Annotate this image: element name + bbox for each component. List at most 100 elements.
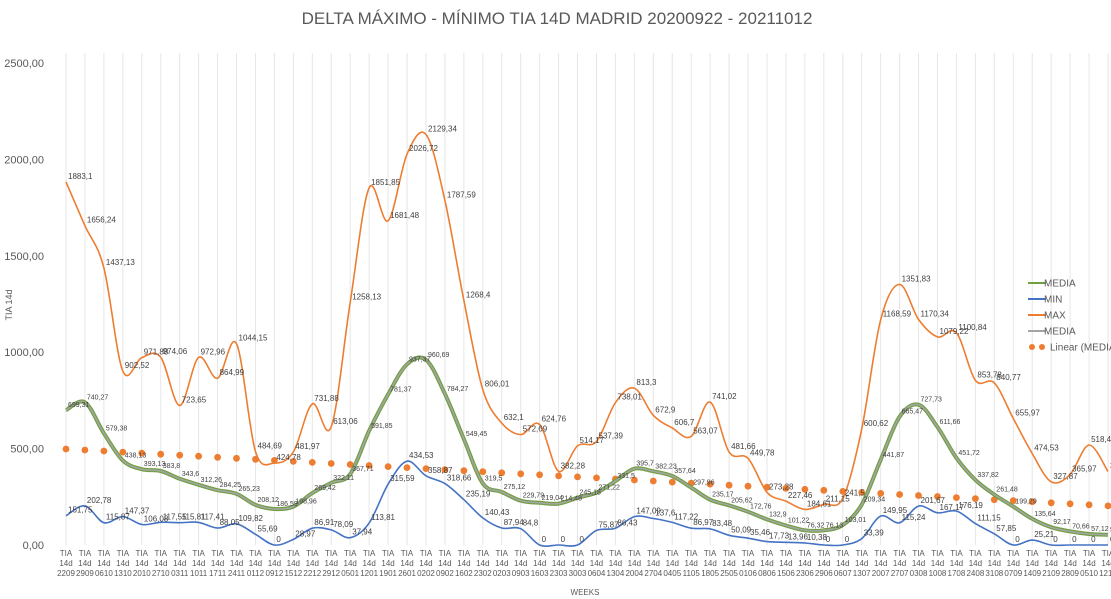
x-tick-label: TIA 14d 2109: [1042, 549, 1060, 578]
data-label: 83,48: [712, 519, 733, 528]
x-tick-label: TIA 14d 0501: [341, 549, 359, 578]
data-label: 474,53: [1034, 444, 1059, 453]
data-label: 0: [542, 535, 547, 544]
data-label: 0: [826, 535, 831, 544]
legend: MEDIA MIN MAX MEDIA Linear (MEDIA): [1028, 279, 1111, 354]
data-label: 229,79: [523, 493, 545, 500]
data-label: 322,11: [333, 475, 354, 482]
x-tick-label: TIA14d1210: [1099, 549, 1111, 578]
data-label: 115,81: [182, 513, 206, 522]
x-tick-label: TIA 14d 0106: [739, 549, 757, 578]
data-label: 2026,72: [409, 144, 438, 153]
data-label: 434,53: [409, 451, 434, 460]
data-label: 28,97: [295, 529, 316, 538]
data-label: 92,17: [1053, 519, 1071, 526]
chart-title: DELTA MÁXIMO - MÍNIMO TIA 14D MADRID 202…: [302, 9, 813, 28]
trendline-point: [81, 446, 89, 454]
data-label: 312,26: [201, 477, 223, 484]
data-label: 611,66: [940, 419, 961, 426]
trendline-point: [195, 452, 203, 460]
data-label: 241,5: [845, 488, 866, 497]
data-label: 115,24: [902, 513, 926, 522]
data-label: 265,23: [239, 486, 261, 493]
x-tick-label: TIA 14d 2505: [720, 549, 738, 578]
data-label: 337,82: [977, 472, 999, 479]
x-tick-label: TIA 14d 2707: [891, 549, 909, 578]
x-tick-label: TIA 14d 0604: [588, 549, 606, 578]
data-label: 297,96: [693, 480, 715, 487]
x-tick-label: TIA 14d 3003: [569, 549, 587, 578]
trendline-point: [536, 471, 543, 479]
x-tick-label: TIA 14d 0202: [417, 549, 435, 578]
trendline-point: [649, 477, 657, 485]
data-label: 17,73: [769, 532, 790, 541]
x-tick-label: TIA 14d 1603: [531, 549, 549, 578]
data-label: 245,18: [580, 490, 602, 497]
data-label: 1079,22: [940, 327, 969, 336]
x-tick-label: TIA 14d 0607: [834, 549, 852, 578]
data-label: 0: [1091, 535, 1096, 544]
data-label: 10,38: [807, 533, 828, 542]
x-tick-label: TIA 14d 0902: [436, 549, 454, 578]
data-label: 0: [1015, 535, 1020, 544]
y-tick-label: 500,00: [10, 444, 44, 456]
data-label: 201,67: [921, 496, 946, 505]
trendline-point: [327, 460, 335, 467]
trendline-point: [953, 494, 960, 501]
data-label: 147,09: [636, 507, 661, 516]
data-label: 184,61: [807, 499, 832, 508]
data-label: 382,23: [655, 463, 677, 470]
legend-swatch: [1039, 344, 1045, 350]
x-tick-label: TIA 14d 2411: [228, 549, 246, 578]
x-tick-label: TIA 14d 2010: [133, 549, 151, 578]
data-label: 731,88: [314, 394, 339, 403]
data-label: 481,97: [295, 442, 320, 451]
data-label: 358,87: [428, 466, 453, 475]
data-label: 572,69: [523, 425, 548, 434]
data-label: 343,6: [182, 471, 200, 478]
data-label: 1170,34: [921, 309, 950, 318]
data-label: 438,13: [125, 453, 147, 460]
trendline-point: [441, 466, 449, 474]
data-label: 167,17: [940, 503, 965, 512]
legend-label: MEDIA: [1044, 279, 1076, 290]
y-tick-label: 1500,00: [4, 251, 44, 263]
x-tick-label: TIA 14d 1805: [701, 549, 719, 578]
data-label: 86,43: [617, 518, 638, 527]
data-label: 78,09: [333, 520, 354, 529]
data-label: 137,6: [655, 509, 676, 518]
data-label: 740,27: [87, 394, 109, 401]
x-tick-label: TIA 14d 0610: [95, 549, 113, 578]
data-label: 101,22: [788, 518, 810, 525]
data-label: 186,59: [276, 501, 298, 508]
x-tick-label: TIA 14d 1711: [209, 549, 227, 578]
data-label: 88,05: [220, 518, 241, 527]
data-label: 86,97: [693, 518, 714, 527]
trendline-point: [668, 478, 676, 486]
data-label: 0: [1053, 535, 1058, 544]
data-label: 0: [276, 535, 281, 544]
x-tick-label: TIA 14d 0311: [171, 549, 189, 578]
data-label: 393,13: [144, 461, 166, 468]
data-label: 115,87: [106, 513, 130, 522]
data-label: 727,73: [921, 397, 943, 404]
trendline-point: [1085, 501, 1093, 509]
series-lines: [62, 131, 1111, 547]
data-label: 33,39: [864, 529, 885, 538]
data-label: 211,15: [826, 494, 850, 503]
data-label: 1044,15: [239, 334, 268, 343]
data-label: 672,9: [655, 405, 676, 414]
trendline-point: [801, 485, 809, 493]
trendline-point: [896, 491, 903, 498]
x-tick-label: TIA 14d 1008: [929, 549, 947, 578]
trendline-point: [1066, 500, 1074, 508]
data-label: 315,59: [390, 474, 415, 483]
data-label: 853,78: [977, 370, 1002, 379]
data-label: 591,85: [371, 423, 393, 430]
trendline-point: [858, 489, 866, 496]
x-tick-label: TIA 14d 0903: [512, 549, 530, 578]
data-label: 813,3: [636, 378, 657, 387]
trendline-point: [744, 482, 752, 490]
y-tick-label: 2500,00: [4, 58, 44, 70]
trendline-point: [384, 463, 392, 470]
